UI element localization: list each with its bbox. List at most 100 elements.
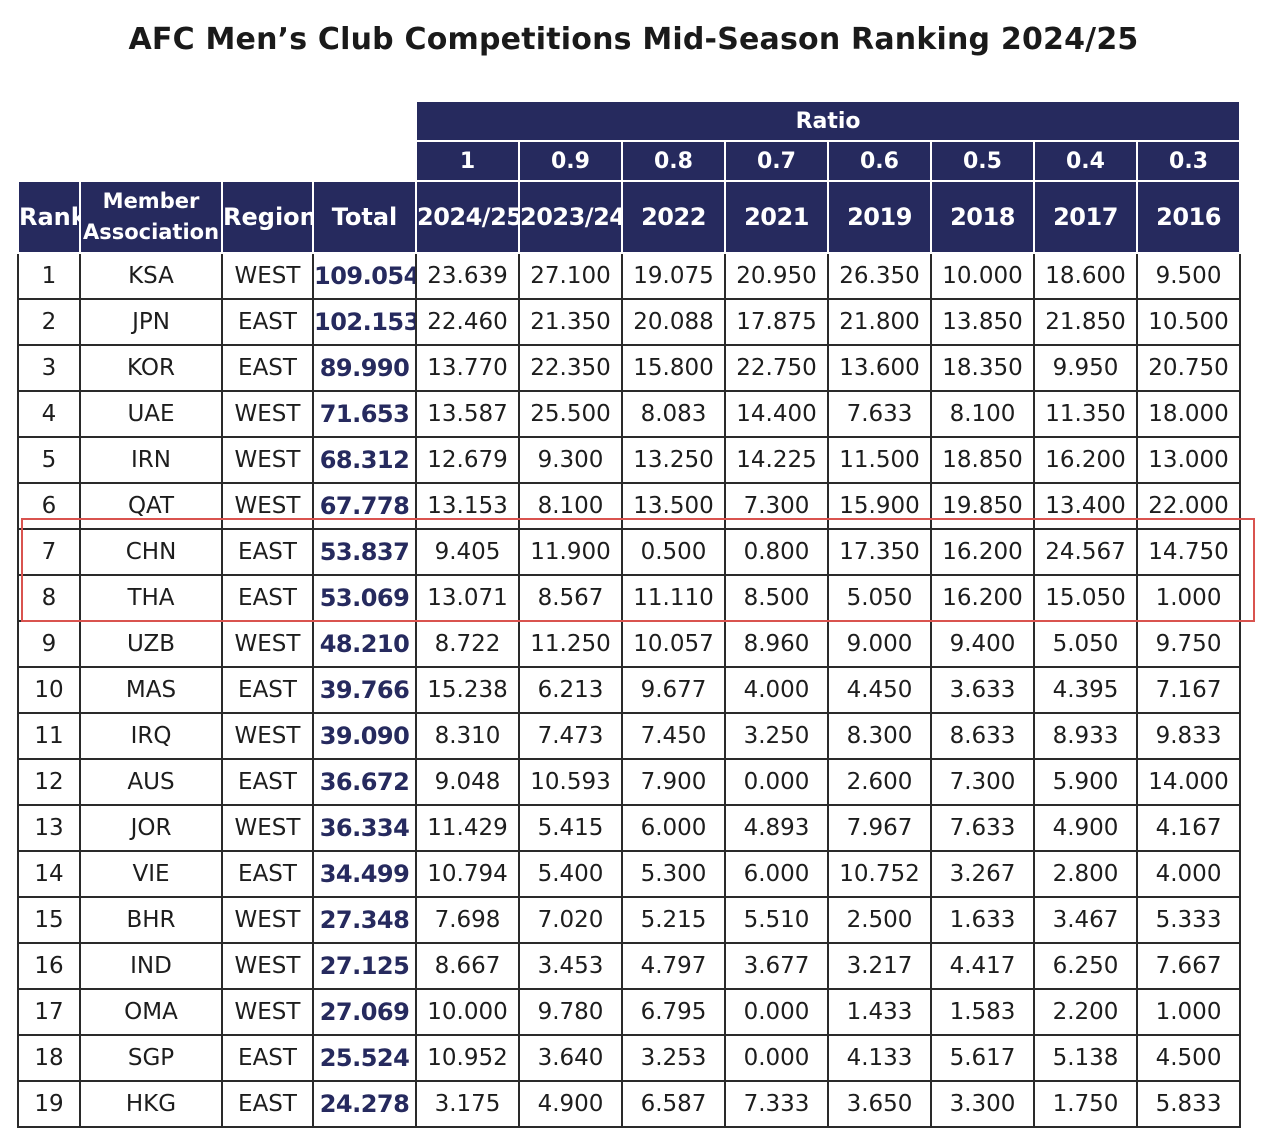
- table-row: 9 UZB WEST 48.210 8.722 11.250 10.057 8.960 9.00…: [17, 620, 1242, 668]
- total-cell: 48.210: [312, 620, 417, 668]
- value-cell: 1.000: [1135, 988, 1242, 1036]
- value-cell: 9.300: [518, 436, 623, 484]
- value-cell: 8.100: [518, 482, 623, 530]
- region-cell: EAST: [221, 1080, 314, 1128]
- value-cell: 9.500: [1135, 252, 1242, 300]
- table-row: 6 QAT WEST 67.778 13.153 8.100 13.500 7.300 15.9…: [17, 482, 1242, 530]
- value-cell: 21.800: [827, 298, 932, 346]
- column-header-row: Rank Member Association Region Total 202…: [17, 180, 1242, 254]
- total-cell: 36.334: [312, 804, 417, 852]
- rank-cell: 12: [17, 758, 81, 806]
- value-cell: 21.850: [1033, 298, 1138, 346]
- value-cell: 11.350: [1033, 390, 1138, 438]
- value-cell: 6.587: [621, 1080, 726, 1128]
- association-cell: SGP: [79, 1034, 223, 1082]
- value-cell: 8.310: [415, 712, 520, 760]
- weight-header: 0.9: [518, 140, 623, 182]
- value-cell: 18.850: [930, 436, 1035, 484]
- value-cell: 5.400: [518, 850, 623, 898]
- value-cell: 13.500: [621, 482, 726, 530]
- value-cell: 3.677: [724, 942, 829, 990]
- value-cell: 15.800: [621, 344, 726, 392]
- value-cell: 7.167: [1135, 666, 1242, 714]
- association-cell: OMA: [79, 988, 223, 1036]
- value-cell: 4.450: [827, 666, 932, 714]
- value-cell: 5.900: [1033, 758, 1138, 806]
- region-cell: WEST: [221, 482, 314, 530]
- value-cell: 22.350: [518, 344, 623, 392]
- rank-cell: 17: [17, 988, 81, 1036]
- value-cell: 8.300: [827, 712, 932, 760]
- total-cell: 53.069: [312, 574, 417, 622]
- value-cell: 4.000: [724, 666, 829, 714]
- region-cell: WEST: [221, 942, 314, 990]
- value-cell: 11.500: [827, 436, 932, 484]
- value-cell: 3.650: [827, 1080, 932, 1128]
- rank-cell: 16: [17, 942, 81, 990]
- value-cell: 2.800: [1033, 850, 1138, 898]
- total-cell: 71.653: [312, 390, 417, 438]
- value-cell: 1.583: [930, 988, 1035, 1036]
- year-header: 2017: [1033, 180, 1138, 254]
- rank-cell: 2: [17, 298, 81, 346]
- value-cell: 9.833: [1135, 712, 1242, 760]
- region-cell: WEST: [221, 896, 314, 944]
- region-cell: EAST: [221, 758, 314, 806]
- value-cell: 3.217: [827, 942, 932, 990]
- value-cell: 3.453: [518, 942, 623, 990]
- weight-header: 1: [415, 140, 520, 182]
- value-cell: 18.000: [1135, 390, 1242, 438]
- value-cell: 5.138: [1033, 1034, 1138, 1082]
- region-cell: EAST: [221, 528, 314, 576]
- rank-cell: 5: [17, 436, 81, 484]
- value-cell: 13.850: [930, 298, 1035, 346]
- year-header: 2022: [621, 180, 726, 254]
- value-cell: 10.952: [415, 1034, 520, 1082]
- value-cell: 13.153: [415, 482, 520, 530]
- table-row: 2 JPN EAST 102.153 22.460 21.350 20.088 17.875 2…: [17, 298, 1242, 346]
- value-cell: 17.350: [827, 528, 932, 576]
- value-cell: 8.667: [415, 942, 520, 990]
- value-cell: 9.048: [415, 758, 520, 806]
- value-cell: 19.850: [930, 482, 1035, 530]
- table-row: 16 IND WEST 27.125 8.667 3.453 4.797 3.677 3.217…: [17, 942, 1242, 990]
- rank-cell: 11: [17, 712, 81, 760]
- rank-cell: 8: [17, 574, 81, 622]
- total-cell: 39.090: [312, 712, 417, 760]
- association-cell: JPN: [79, 298, 223, 346]
- association-cell: IRQ: [79, 712, 223, 760]
- year-header: 2024/25: [415, 180, 520, 254]
- value-cell: 4.395: [1033, 666, 1138, 714]
- value-cell: 9.405: [415, 528, 520, 576]
- region-cell: WEST: [221, 252, 314, 300]
- value-cell: 18.350: [930, 344, 1035, 392]
- value-cell: 8.500: [724, 574, 829, 622]
- weight-header: 0.5: [930, 140, 1035, 182]
- value-cell: 13.250: [621, 436, 726, 484]
- value-cell: 13.071: [415, 574, 520, 622]
- rank-cell: 15: [17, 896, 81, 944]
- value-cell: 4.797: [621, 942, 726, 990]
- region-cell: EAST: [221, 344, 314, 392]
- value-cell: 14.225: [724, 436, 829, 484]
- association-cell: CHN: [79, 528, 223, 576]
- association-cell: UZB: [79, 620, 223, 668]
- table-row: 11 IRQ WEST 39.090 8.310 7.473 7.450 3.250 8.300…: [17, 712, 1242, 760]
- rank-cell: 4: [17, 390, 81, 438]
- value-cell: 12.679: [415, 436, 520, 484]
- table-row: 17 OMA WEST 27.069 10.000 9.780 6.795 0.000 1.43…: [17, 988, 1242, 1036]
- association-cell: THA: [79, 574, 223, 622]
- value-cell: 10.794: [415, 850, 520, 898]
- value-cell: 16.200: [930, 574, 1035, 622]
- value-cell: 1.000: [1135, 574, 1242, 622]
- value-cell: 7.633: [827, 390, 932, 438]
- table-row: 5 IRN WEST 68.312 12.679 9.300 13.250 14.225 11.…: [17, 436, 1242, 484]
- table-row: 8 THA EAST 53.069 13.071 8.567 11.110 8.500 5.05…: [17, 574, 1242, 622]
- weight-header: 0.6: [827, 140, 932, 182]
- rank-cell: 1: [17, 252, 81, 300]
- value-cell: 22.750: [724, 344, 829, 392]
- value-cell: 18.600: [1033, 252, 1138, 300]
- region-cell: WEST: [221, 436, 314, 484]
- value-cell: 0.500: [621, 528, 726, 576]
- value-cell: 2.200: [1033, 988, 1138, 1036]
